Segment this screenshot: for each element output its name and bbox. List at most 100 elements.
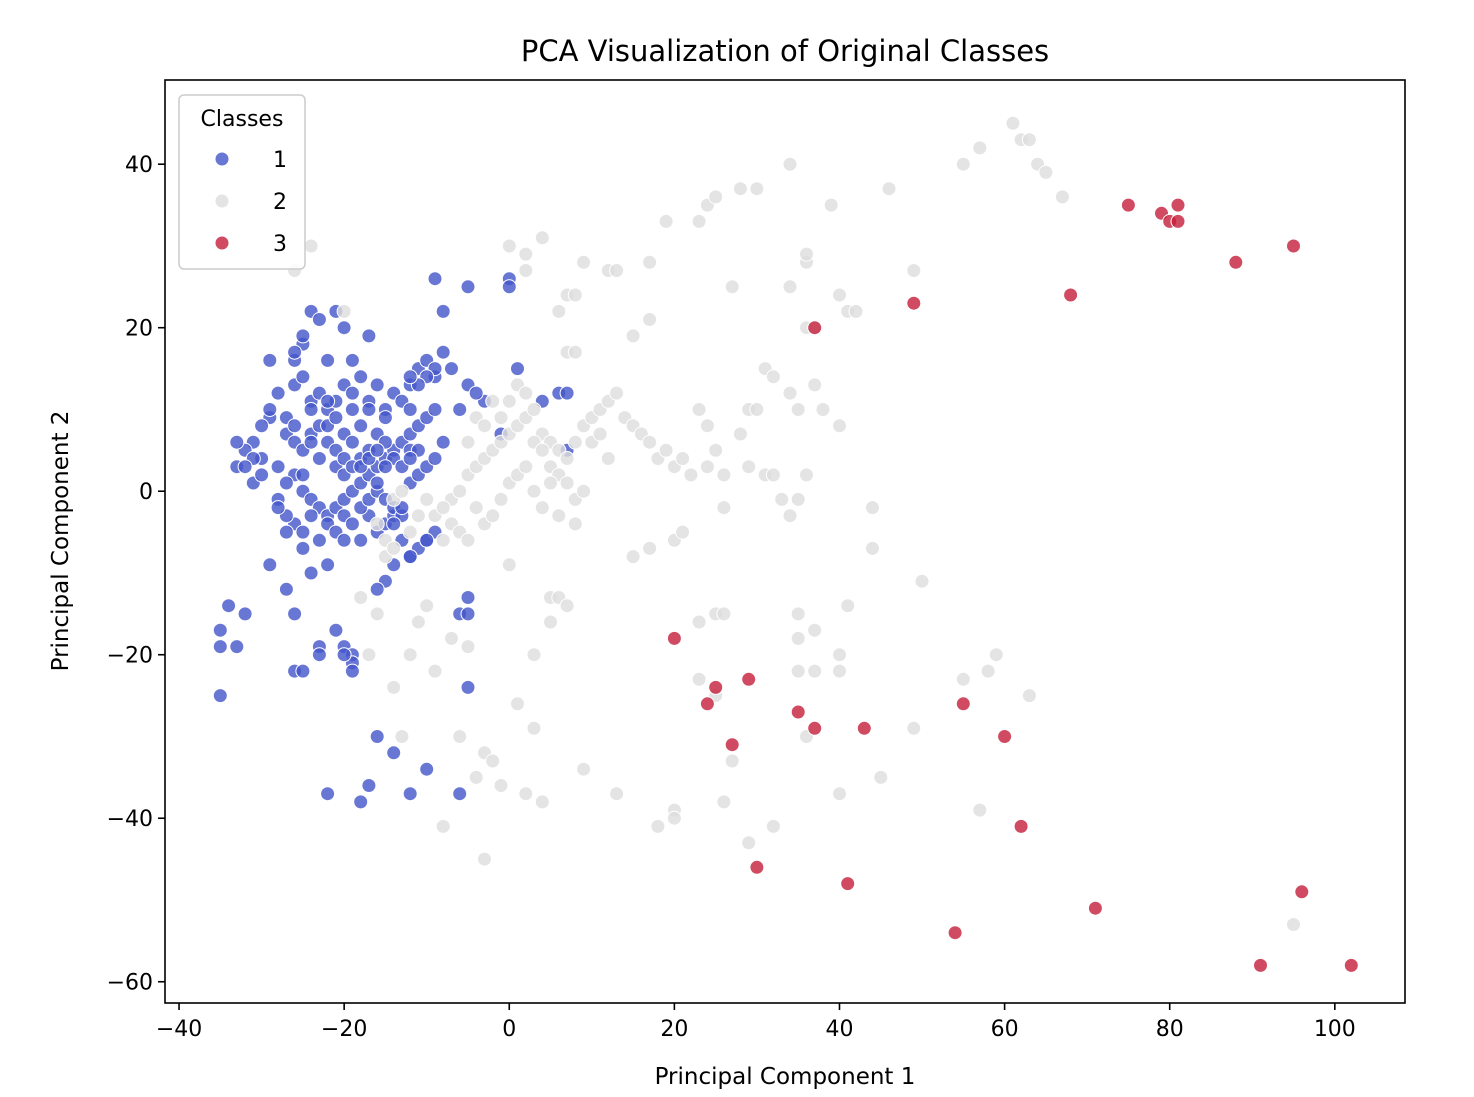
point-class-2 [394, 483, 410, 499]
point-class-1 [237, 606, 253, 622]
point-class-1 [460, 590, 476, 605]
point-class-1 [435, 303, 451, 319]
point-class-2 [419, 491, 435, 507]
point-class-2 [691, 213, 707, 229]
point-class-2 [526, 720, 542, 736]
point-class-2 [832, 647, 847, 663]
point-class-2 [559, 475, 575, 491]
point-class-2 [386, 679, 402, 695]
point-class-2 [732, 181, 748, 197]
point-class-1 [402, 549, 418, 565]
point-class-1 [444, 361, 459, 377]
point-class-2 [848, 303, 864, 319]
point-class-2 [790, 606, 806, 622]
point-class-1 [320, 786, 336, 802]
point-class-2 [832, 663, 847, 679]
point-class-1 [460, 279, 476, 295]
point-class-2 [675, 451, 691, 466]
point-class-3 [699, 696, 715, 712]
point-class-2 [724, 753, 740, 769]
x-tick-label: −40 [156, 1017, 202, 1042]
point-class-2 [716, 500, 732, 516]
point-class-1 [278, 475, 294, 491]
point-class-2 [914, 573, 930, 589]
point-class-2 [609, 385, 625, 401]
point-class-2 [501, 557, 517, 573]
point-class-2 [1054, 189, 1070, 205]
point-class-1 [295, 540, 311, 556]
point-class-1 [427, 271, 443, 287]
legend: Classes 1 2 3 [178, 94, 306, 270]
point-class-3 [708, 679, 724, 695]
point-class-2 [658, 213, 674, 229]
point-class-3 [1013, 818, 1029, 834]
point-class-2 [402, 647, 418, 663]
point-class-1 [344, 663, 360, 679]
point-class-3 [1343, 957, 1359, 973]
point-class-1 [460, 679, 476, 695]
point-class-3 [1063, 287, 1079, 303]
point-class-2 [551, 303, 567, 319]
point-class-1 [262, 402, 278, 417]
point-class-2 [493, 491, 509, 507]
point-class-2 [518, 263, 534, 278]
point-class-2 [799, 467, 814, 483]
legend-label-class-3: 3 [273, 232, 287, 257]
point-class-2 [765, 818, 781, 834]
point-class-1 [254, 467, 270, 483]
point-class-1 [435, 434, 451, 450]
chart-title: PCA Visualization of Original Classes [521, 34, 1049, 68]
point-class-2 [518, 385, 534, 401]
point-class-2 [567, 434, 583, 450]
point-class-2 [353, 590, 369, 605]
point-class-3 [1294, 884, 1310, 900]
point-class-1 [501, 279, 517, 295]
point-class-2 [427, 663, 443, 679]
point-class-2 [691, 402, 707, 417]
point-class-2 [452, 729, 468, 744]
point-class-2 [832, 287, 847, 303]
point-class-2 [955, 156, 971, 172]
y-tick-label: −20 [107, 644, 153, 669]
point-class-2 [468, 769, 484, 785]
point-class-1 [452, 402, 468, 417]
point-class-2 [774, 491, 790, 507]
point-class-2 [361, 647, 377, 663]
point-class-2 [840, 598, 856, 614]
point-class-2 [865, 500, 880, 516]
point-class-1 [369, 442, 385, 458]
legend-marker-class-3 [214, 235, 230, 251]
point-class-2 [402, 524, 418, 540]
point-class-2 [650, 818, 666, 834]
point-class-2 [683, 467, 699, 483]
point-class-2 [386, 540, 402, 556]
point-class-2 [865, 540, 880, 556]
point-class-2 [790, 630, 806, 646]
point-class-2 [972, 802, 988, 818]
point-class-2 [782, 156, 798, 172]
point-class-1 [344, 352, 360, 368]
data-points [212, 115, 1359, 973]
y-tick-label: 0 [139, 480, 153, 505]
legend-entries: 1 2 3 [214, 148, 287, 257]
point-class-2 [1021, 132, 1037, 148]
point-class-2 [708, 189, 724, 205]
point-class-2 [666, 810, 682, 826]
point-class-2 [691, 614, 707, 630]
legend-label-class-1: 1 [273, 148, 287, 173]
point-class-1 [311, 451, 327, 466]
legend-marker-class-1 [214, 151, 230, 167]
point-class-3 [1228, 254, 1244, 270]
point-class-2 [394, 729, 410, 744]
point-class-2 [765, 467, 781, 483]
point-class-1 [303, 434, 319, 450]
point-class-2 [749, 402, 765, 417]
legend-box [178, 94, 306, 270]
point-class-2 [369, 516, 385, 532]
point-class-1 [303, 565, 319, 581]
point-class-2 [518, 246, 534, 262]
point-class-1 [278, 524, 294, 540]
point-class-3 [906, 295, 922, 311]
point-class-2 [642, 540, 658, 556]
x-tick-label: −20 [321, 1017, 367, 1042]
